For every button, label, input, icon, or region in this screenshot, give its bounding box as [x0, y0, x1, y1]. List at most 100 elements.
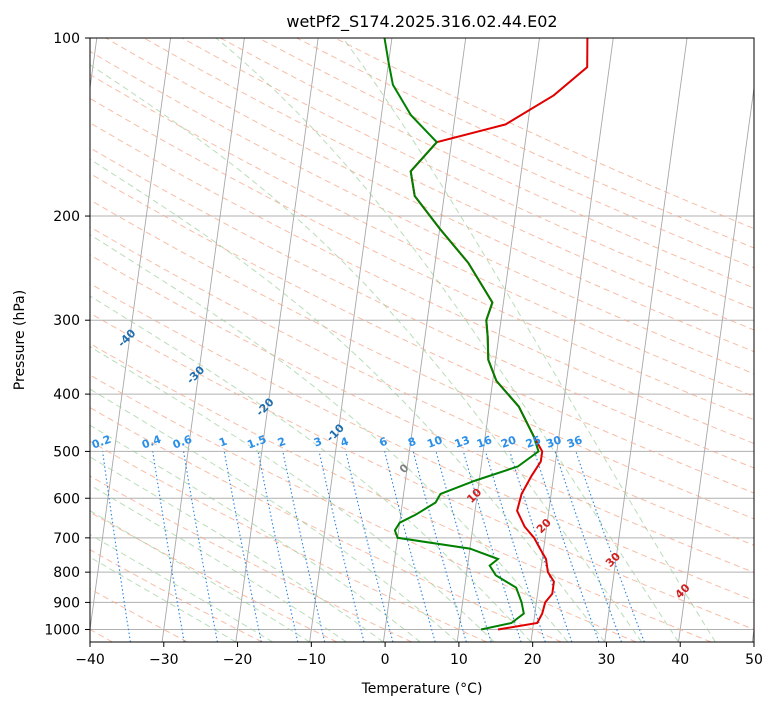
mixing-ratio-line	[318, 451, 365, 642]
moist-adiabat-line	[90, 534, 273, 642]
data-series	[383, 38, 589, 631]
isotherm-line	[161, 38, 245, 642]
isotherm-label: -30	[184, 363, 207, 386]
x-tick-label: −40	[75, 652, 105, 668]
dry-adiabat-line	[90, 50, 754, 375]
moist-adiabat-line	[90, 295, 532, 642]
mixing-ratio-label: 0.4	[140, 433, 163, 452]
dry-adiabat-line	[90, 122, 754, 445]
x-tick-label: −10	[297, 652, 327, 668]
chart-title: wetPf2_S174.2025.316.02.44.E02	[286, 12, 557, 32]
mixing-ratio-line	[462, 451, 522, 642]
moist-adiabat-line	[90, 388, 458, 642]
mixing-ratio-line	[223, 451, 262, 642]
mixing-ratio-line	[484, 451, 546, 642]
mixing-ratio-line	[384, 451, 436, 642]
y-tick-label: 100	[53, 31, 80, 47]
axes: −40 −30 −20 −10 0 10 20 30 40 5010020030040050060…	[44, 31, 763, 668]
mixing-ratio-label: 1	[217, 435, 229, 450]
mixing-ratio-label: 6	[378, 435, 390, 450]
mixing-ratio-line	[345, 451, 394, 642]
dry-adiabat-line	[90, 407, 562, 642]
moist-adiabat-line	[90, 456, 384, 642]
isoline-labels: 0.10.20.40.611.52346810131620253036-100-…	[0, 243, 693, 601]
mixing-ratio-line	[554, 451, 623, 642]
isotherm-line	[456, 38, 540, 642]
x-tick-label: −20	[223, 652, 253, 668]
isotherm-line	[604, 38, 688, 642]
dry-adiabat-line	[90, 199, 754, 520]
y-tick-label: 800	[53, 565, 80, 581]
mixing-ratio-line	[282, 451, 326, 642]
isotherm-line	[90, 38, 172, 633]
plot-frame	[89, 37, 755, 643]
mixing-ratio-line	[183, 451, 218, 642]
moist-adiabat-line	[90, 424, 421, 642]
mixing-ratio-line	[152, 451, 185, 642]
mixing-ratio-label: 10	[425, 433, 444, 451]
isotherm-label: -40	[115, 326, 138, 349]
x-tick-label: 30	[598, 652, 616, 668]
y-tick-label: 900	[53, 595, 80, 611]
isotherm-line	[751, 626, 754, 642]
mixing-ratio-label: 3	[312, 435, 324, 450]
dry-adiabat-line	[90, 226, 754, 546]
dry-adiabat-line	[334, 38, 754, 230]
isotherm-label: 20	[534, 516, 554, 536]
dry-adiabat-line	[90, 254, 754, 574]
isotherm-label: -20	[253, 395, 276, 418]
moist-adiabat-line	[90, 556, 237, 642]
x-tick-label: −30	[149, 652, 179, 668]
dry-adiabat-line	[296, 38, 754, 249]
dry-adiabat-line	[220, 38, 754, 289]
mixing-ratio-label: 25	[524, 433, 543, 450]
moist-adiabat-line	[342, 38, 716, 642]
mixing-ratio-label: 30	[544, 433, 563, 451]
moist-adiabat-line	[90, 346, 495, 642]
mixing-ratio-line	[509, 451, 573, 642]
dry-adiabat-line	[258, 38, 754, 269]
mixing-ratio-line	[257, 451, 299, 642]
y-tick-label: 300	[53, 313, 80, 329]
x-tick-label: 40	[671, 652, 689, 668]
isotherm-label: 40	[673, 581, 693, 601]
dry-adiabat-line	[90, 172, 754, 494]
mixing-ratio-label: 36	[565, 433, 584, 451]
y-tick-label: 200	[53, 209, 80, 225]
dry-adiabat-line	[90, 549, 263, 642]
moist-adiabat-line	[215, 38, 679, 642]
dry-adiabat-line	[90, 374, 637, 642]
x-tick-label: 50	[745, 652, 763, 668]
dry-adiabat-line	[105, 38, 754, 353]
mixing-ratio-label: 2	[276, 435, 288, 450]
y-tick-label: 700	[53, 531, 80, 547]
y-tick-label: 400	[53, 387, 80, 403]
mixing-ratio-line	[435, 451, 492, 642]
isotherm-line	[530, 38, 614, 642]
dry-adiabat-line	[90, 511, 338, 642]
isotherm-line	[678, 84, 754, 642]
dry-adiabat-line	[90, 312, 754, 631]
x-tick-label: 0	[381, 652, 390, 668]
dry-adiabat-line	[90, 343, 712, 642]
dewpoint-profile-line	[383, 38, 540, 631]
y-axis-label: Pressure (hPa)	[12, 290, 28, 390]
mixing-ratio-label: 20	[499, 433, 518, 451]
mixing-ratio-label: 1.5	[245, 433, 268, 452]
dry-adiabat-line	[90, 282, 754, 602]
mixing-ratio-label: 13	[453, 433, 472, 450]
moist-adiabat-line	[90, 234, 569, 642]
isotherm-label: 10	[464, 486, 484, 506]
isotherm-label: 0	[397, 461, 412, 476]
y-tick-label: 600	[53, 491, 80, 507]
isotherm-line	[235, 38, 319, 642]
x-tick-label: 10	[450, 652, 468, 668]
mixing-ratio-line	[102, 451, 131, 642]
dry-adiabat-line	[90, 74, 754, 398]
mixing-ratio-line	[575, 451, 645, 642]
dry-adiabat-line	[143, 38, 754, 331]
y-tick-label: 500	[53, 444, 80, 460]
isotherm-label: -60	[0, 243, 3, 266]
